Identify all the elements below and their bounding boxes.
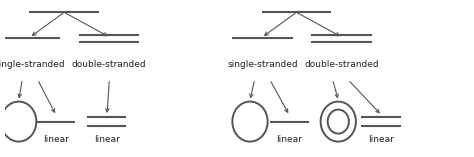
Text: linear: linear [94,135,120,144]
Text: single-stranded: single-stranded [0,60,65,69]
Text: double-stranded: double-stranded [72,60,146,69]
Text: single-stranded: single-stranded [227,60,298,69]
Text: double-stranded: double-stranded [304,60,379,69]
Text: linear: linear [368,135,394,144]
Text: linear: linear [43,135,69,144]
Text: linear: linear [276,135,302,144]
